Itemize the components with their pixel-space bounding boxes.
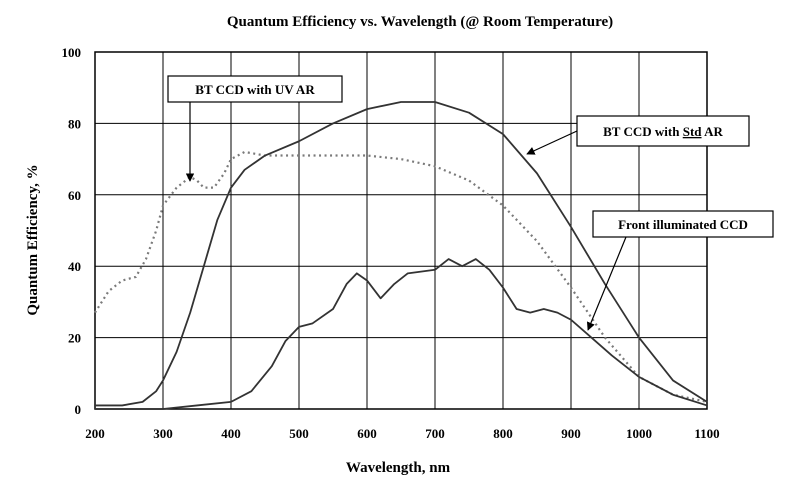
chart-title: Quantum Efficiency vs. Wavelength (@ Roo… <box>227 14 613 30</box>
y-tick-labels: 0 20 40 60 80 100 <box>62 45 82 417</box>
annotation-std-ar-arrow <box>526 130 578 155</box>
data-point <box>156 230 157 231</box>
x-tick-label: 600 <box>357 426 377 441</box>
y-tick-label: 80 <box>68 116 81 131</box>
y-tick-label: 100 <box>62 45 82 60</box>
y-tick-label: 0 <box>75 402 82 417</box>
annotation-front-ccd-box <box>592 210 774 238</box>
series-front-illuminated-ccd <box>95 258 708 410</box>
series-line <box>95 258 708 410</box>
x-tick-labels: 200 300 400 500 600 700 800 900 1000 1100 <box>85 426 719 441</box>
annotation-std-ar-text-a: BT CCD with <box>603 124 683 139</box>
series-bt-ccd-uv-ar <box>94 150 708 403</box>
y-tick-label: 60 <box>68 188 81 203</box>
series-line <box>94 150 708 403</box>
x-tick-label: 900 <box>561 426 581 441</box>
y-axis-label: Quantum Efficiency, % <box>25 164 41 315</box>
x-tick-label: 1100 <box>694 426 719 441</box>
data-point <box>332 155 333 156</box>
data-point <box>213 187 214 188</box>
x-tick-label: 500 <box>289 426 309 441</box>
annotation-std-ar: BT CCD with Std AR <box>526 115 750 155</box>
y-tick-label: 40 <box>68 259 81 274</box>
y-tick-label: 20 <box>68 331 81 346</box>
annotation-uv-ar-box <box>167 75 343 103</box>
x-tick-label: 800 <box>493 426 513 441</box>
annotation-std-ar-text-b: AR <box>702 124 724 139</box>
annotation-std-ar-text: BT CCD with Std AR <box>603 124 723 139</box>
data-point <box>224 173 225 174</box>
series-layer <box>94 101 708 410</box>
data-point <box>203 187 204 188</box>
data-point <box>122 280 123 281</box>
x-tick-label: 1000 <box>626 426 652 441</box>
annotation-front-ccd: Front illuminated CCD <box>586 210 774 331</box>
series-bt-ccd-std-ar <box>95 101 708 407</box>
x-axis-label: Wavelength, nm <box>346 460 451 476</box>
series-line <box>95 101 708 407</box>
annotation-std-ar-text-std: Std <box>683 124 703 139</box>
data-point <box>536 241 537 242</box>
annotation-front-ccd-text: Front illuminated CCD <box>618 217 748 232</box>
x-tick-label: 200 <box>85 426 105 441</box>
annotation-front-ccd-arrow <box>586 236 627 331</box>
annotation-uv-ar: BT CCD with UV AR <box>167 75 343 182</box>
x-tick-label: 700 <box>425 426 445 441</box>
data-point <box>108 291 109 292</box>
annotation-uv-ar-text: BT CCD with UV AR <box>195 82 315 97</box>
x-tick-label: 300 <box>153 426 173 441</box>
x-tick-label: 400 <box>221 426 241 441</box>
